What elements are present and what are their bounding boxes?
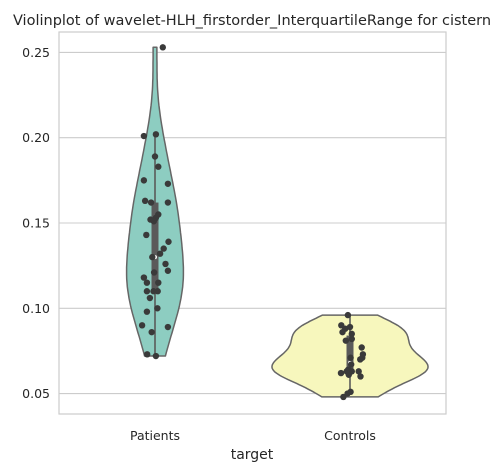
data-point (357, 373, 364, 380)
data-point (150, 269, 158, 276)
data-point (337, 369, 345, 377)
iqr-box (346, 335, 354, 374)
x-tick-label: Controls (324, 428, 376, 443)
data-point (342, 337, 349, 344)
data-point (151, 153, 159, 160)
data-point (152, 352, 160, 360)
data-point (347, 388, 354, 396)
data-point (339, 328, 346, 336)
data-point (147, 199, 155, 206)
data-point (355, 368, 362, 375)
data-point (155, 163, 162, 170)
data-point (159, 44, 166, 51)
data-point (143, 279, 151, 286)
data-point (346, 323, 354, 331)
data-point (344, 311, 352, 319)
data-point (150, 218, 157, 225)
y-tick-label: 0.15 (22, 216, 50, 231)
data-point (140, 177, 148, 184)
data-point (358, 344, 365, 351)
data-point (164, 323, 172, 331)
data-point (143, 308, 151, 315)
data-point (348, 361, 355, 368)
data-point (154, 288, 161, 295)
data-point (138, 322, 146, 329)
chart-title: Violinplot of wavelet-HLH_firstorder_Int… (13, 13, 491, 29)
x-tick-labels: Patients Controls (130, 428, 376, 443)
data-point (143, 231, 150, 239)
y-tick-label: 0.25 (22, 45, 50, 60)
data-point (160, 245, 167, 252)
plot-frame (58, 31, 447, 415)
data-point (155, 279, 162, 286)
data-point (148, 328, 155, 336)
data-point (140, 274, 148, 281)
data-point (154, 305, 161, 312)
data-point (347, 354, 354, 361)
data-point (340, 393, 347, 401)
x-tick-label: Patients (130, 428, 180, 443)
violins (125, 46, 429, 398)
x-axis-label: target (231, 447, 274, 463)
data-point (164, 199, 172, 206)
y-tick-label: 0.10 (22, 301, 50, 316)
data-point (345, 371, 352, 378)
iqr-box (151, 202, 159, 292)
data-point (146, 294, 154, 302)
data-point (162, 260, 169, 268)
data-point (164, 180, 172, 187)
data-point (152, 131, 160, 138)
y-tick-labels: 0.05 0.10 0.15 0.20 0.25 (22, 45, 50, 401)
data-point (348, 335, 355, 343)
data-point (149, 253, 156, 261)
data-point (156, 250, 164, 257)
data-point (143, 288, 151, 295)
data-points (138, 44, 367, 401)
data-point (164, 267, 172, 274)
y-tick-label: 0.20 (22, 130, 50, 145)
data-point (140, 132, 148, 140)
y-tick-label: 0.05 (22, 386, 50, 401)
data-point (348, 330, 355, 338)
data-point (141, 197, 149, 205)
data-point (165, 238, 172, 245)
data-point (144, 351, 151, 358)
data-point (357, 356, 364, 363)
